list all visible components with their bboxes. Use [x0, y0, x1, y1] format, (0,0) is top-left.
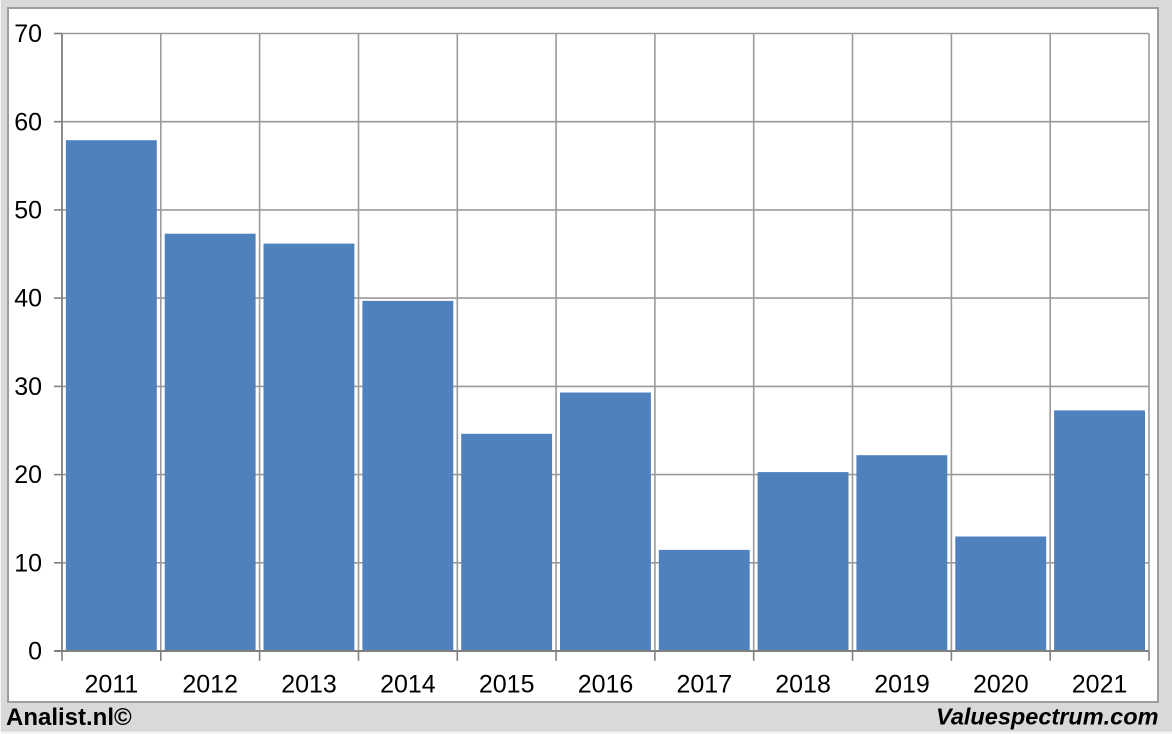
- svg-text:20: 20: [14, 461, 42, 489]
- svg-text:2017: 2017: [676, 671, 732, 699]
- svg-text:0: 0: [28, 638, 42, 666]
- svg-text:2015: 2015: [479, 671, 535, 699]
- svg-text:2019: 2019: [874, 671, 930, 699]
- svg-text:2021: 2021: [1072, 671, 1128, 699]
- svg-text:2011: 2011: [85, 671, 139, 699]
- svg-text:70: 70: [14, 20, 42, 48]
- svg-text:2020: 2020: [973, 671, 1029, 699]
- svg-text:60: 60: [14, 108, 42, 136]
- svg-text:10: 10: [14, 549, 42, 577]
- svg-text:50: 50: [14, 197, 42, 225]
- svg-text:Valuespectrum.com: Valuespectrum.com: [936, 703, 1158, 729]
- svg-text:2012: 2012: [182, 671, 238, 699]
- svg-text:2013: 2013: [281, 671, 337, 699]
- svg-text:Analist.nl©: Analist.nl©: [6, 704, 132, 731]
- svg-text:2014: 2014: [380, 671, 436, 699]
- svg-text:30: 30: [14, 373, 42, 401]
- svg-text:2018: 2018: [775, 671, 831, 699]
- svg-text:40: 40: [14, 285, 42, 313]
- svg-text:2016: 2016: [578, 671, 634, 699]
